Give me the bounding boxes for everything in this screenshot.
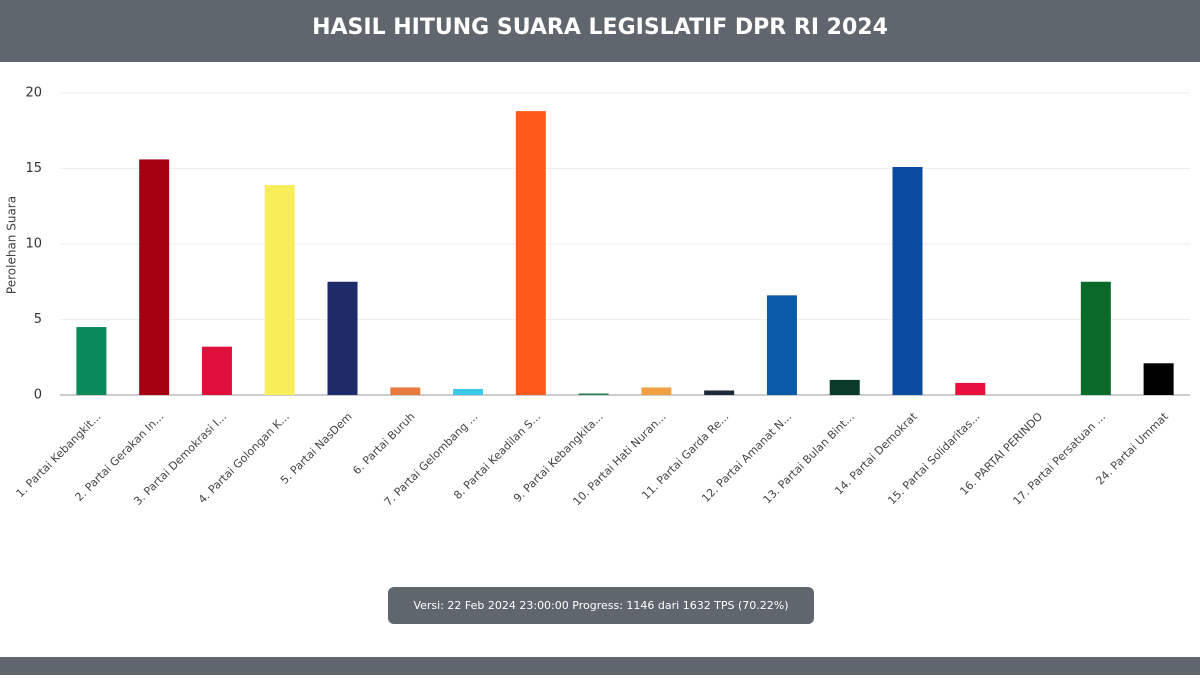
header-bar: [0, 0, 1200, 62]
bar: [76, 327, 107, 395]
bar: [327, 281, 358, 395]
version-badge: [388, 587, 814, 624]
bar: [578, 393, 609, 395]
bar: [955, 382, 986, 395]
bar: [892, 166, 923, 395]
bar: [264, 185, 295, 395]
version-text: Versi: 22 Feb 2024 23:00:00 Progress: 11…: [413, 599, 788, 612]
bar: [139, 159, 170, 395]
bar: [704, 390, 735, 395]
y-tick-label: 5: [34, 312, 42, 327]
bar: [766, 295, 797, 395]
y-tick-label: 0: [34, 388, 42, 403]
x-tick-label: 6. Partai Buruh: [350, 410, 417, 477]
bar: [1080, 281, 1111, 395]
bar: [515, 111, 546, 396]
y-tick-label: 15: [25, 161, 42, 176]
bar: [1143, 363, 1174, 395]
y-tick-label: 20: [25, 86, 42, 101]
bar: [390, 387, 421, 395]
bar: [201, 346, 232, 395]
footer-bar: [0, 657, 1200, 675]
y-tick-label: 10: [25, 237, 42, 252]
bar: [829, 379, 860, 395]
bar: [641, 387, 672, 395]
bar: [453, 388, 484, 395]
y-axis-label: Perolehan Suara: [5, 196, 19, 294]
chart-title: HASIL HITUNG SUARA LEGISLATIF DPR RI 202…: [312, 15, 888, 40]
